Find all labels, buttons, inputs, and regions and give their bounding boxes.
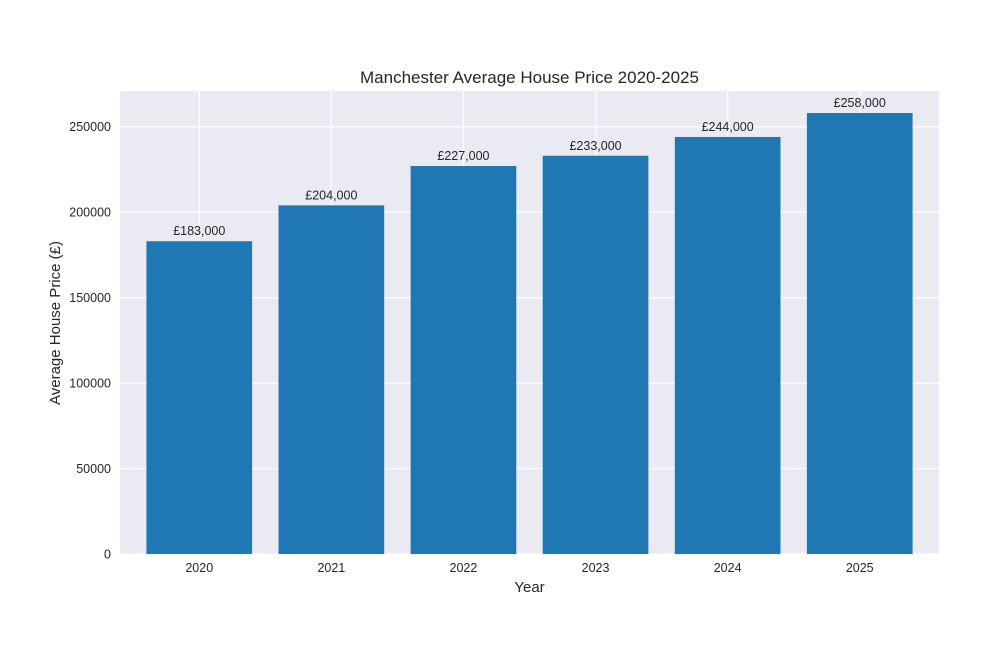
x-tick-label: 2021 [317, 561, 345, 575]
y-axis-label: Average House Price (£) [47, 241, 64, 405]
bar-2023 [542, 155, 649, 554]
y-tick-label: 0 [104, 548, 111, 562]
bar-2025 [806, 113, 913, 555]
y-tick-label: 200000 [69, 206, 111, 220]
bar-2021 [278, 205, 385, 555]
data-label-2023: £233,000 [569, 139, 621, 153]
bar-2022 [410, 166, 517, 554]
x-tick-label: 2025 [846, 561, 874, 575]
x-tick-label: 2024 [714, 561, 742, 575]
y-axis-ticks: 0 50000 100000 150000 200000 250000 [69, 120, 111, 561]
bars [146, 113, 913, 555]
bar-2020 [146, 241, 253, 554]
x-axis-label: Year [514, 579, 544, 596]
data-label-2024: £244,000 [702, 120, 754, 134]
y-tick-label: 250000 [69, 120, 111, 134]
data-label-2020: £183,000 [173, 224, 225, 238]
x-tick-label: 2020 [185, 561, 213, 575]
y-tick-label: 100000 [69, 377, 111, 391]
chart-title: Manchester Average House Price 2020-2025 [360, 68, 699, 87]
y-tick-label: 150000 [69, 291, 111, 305]
plot-area [120, 91, 939, 554]
x-tick-label: 2022 [450, 561, 478, 575]
bar-2024 [674, 136, 781, 554]
x-axis-ticks: 2020 2021 2022 2023 2024 2025 [185, 561, 873, 575]
data-label-2022: £227,000 [437, 149, 489, 163]
data-label-2021: £204,000 [305, 188, 357, 202]
x-tick-label: 2023 [582, 561, 610, 575]
y-tick-label: 50000 [76, 462, 111, 476]
data-labels: £183,000 £204,000 £227,000 £233,000 £244,000… [173, 96, 886, 238]
data-label-2025: £258,000 [834, 96, 886, 110]
